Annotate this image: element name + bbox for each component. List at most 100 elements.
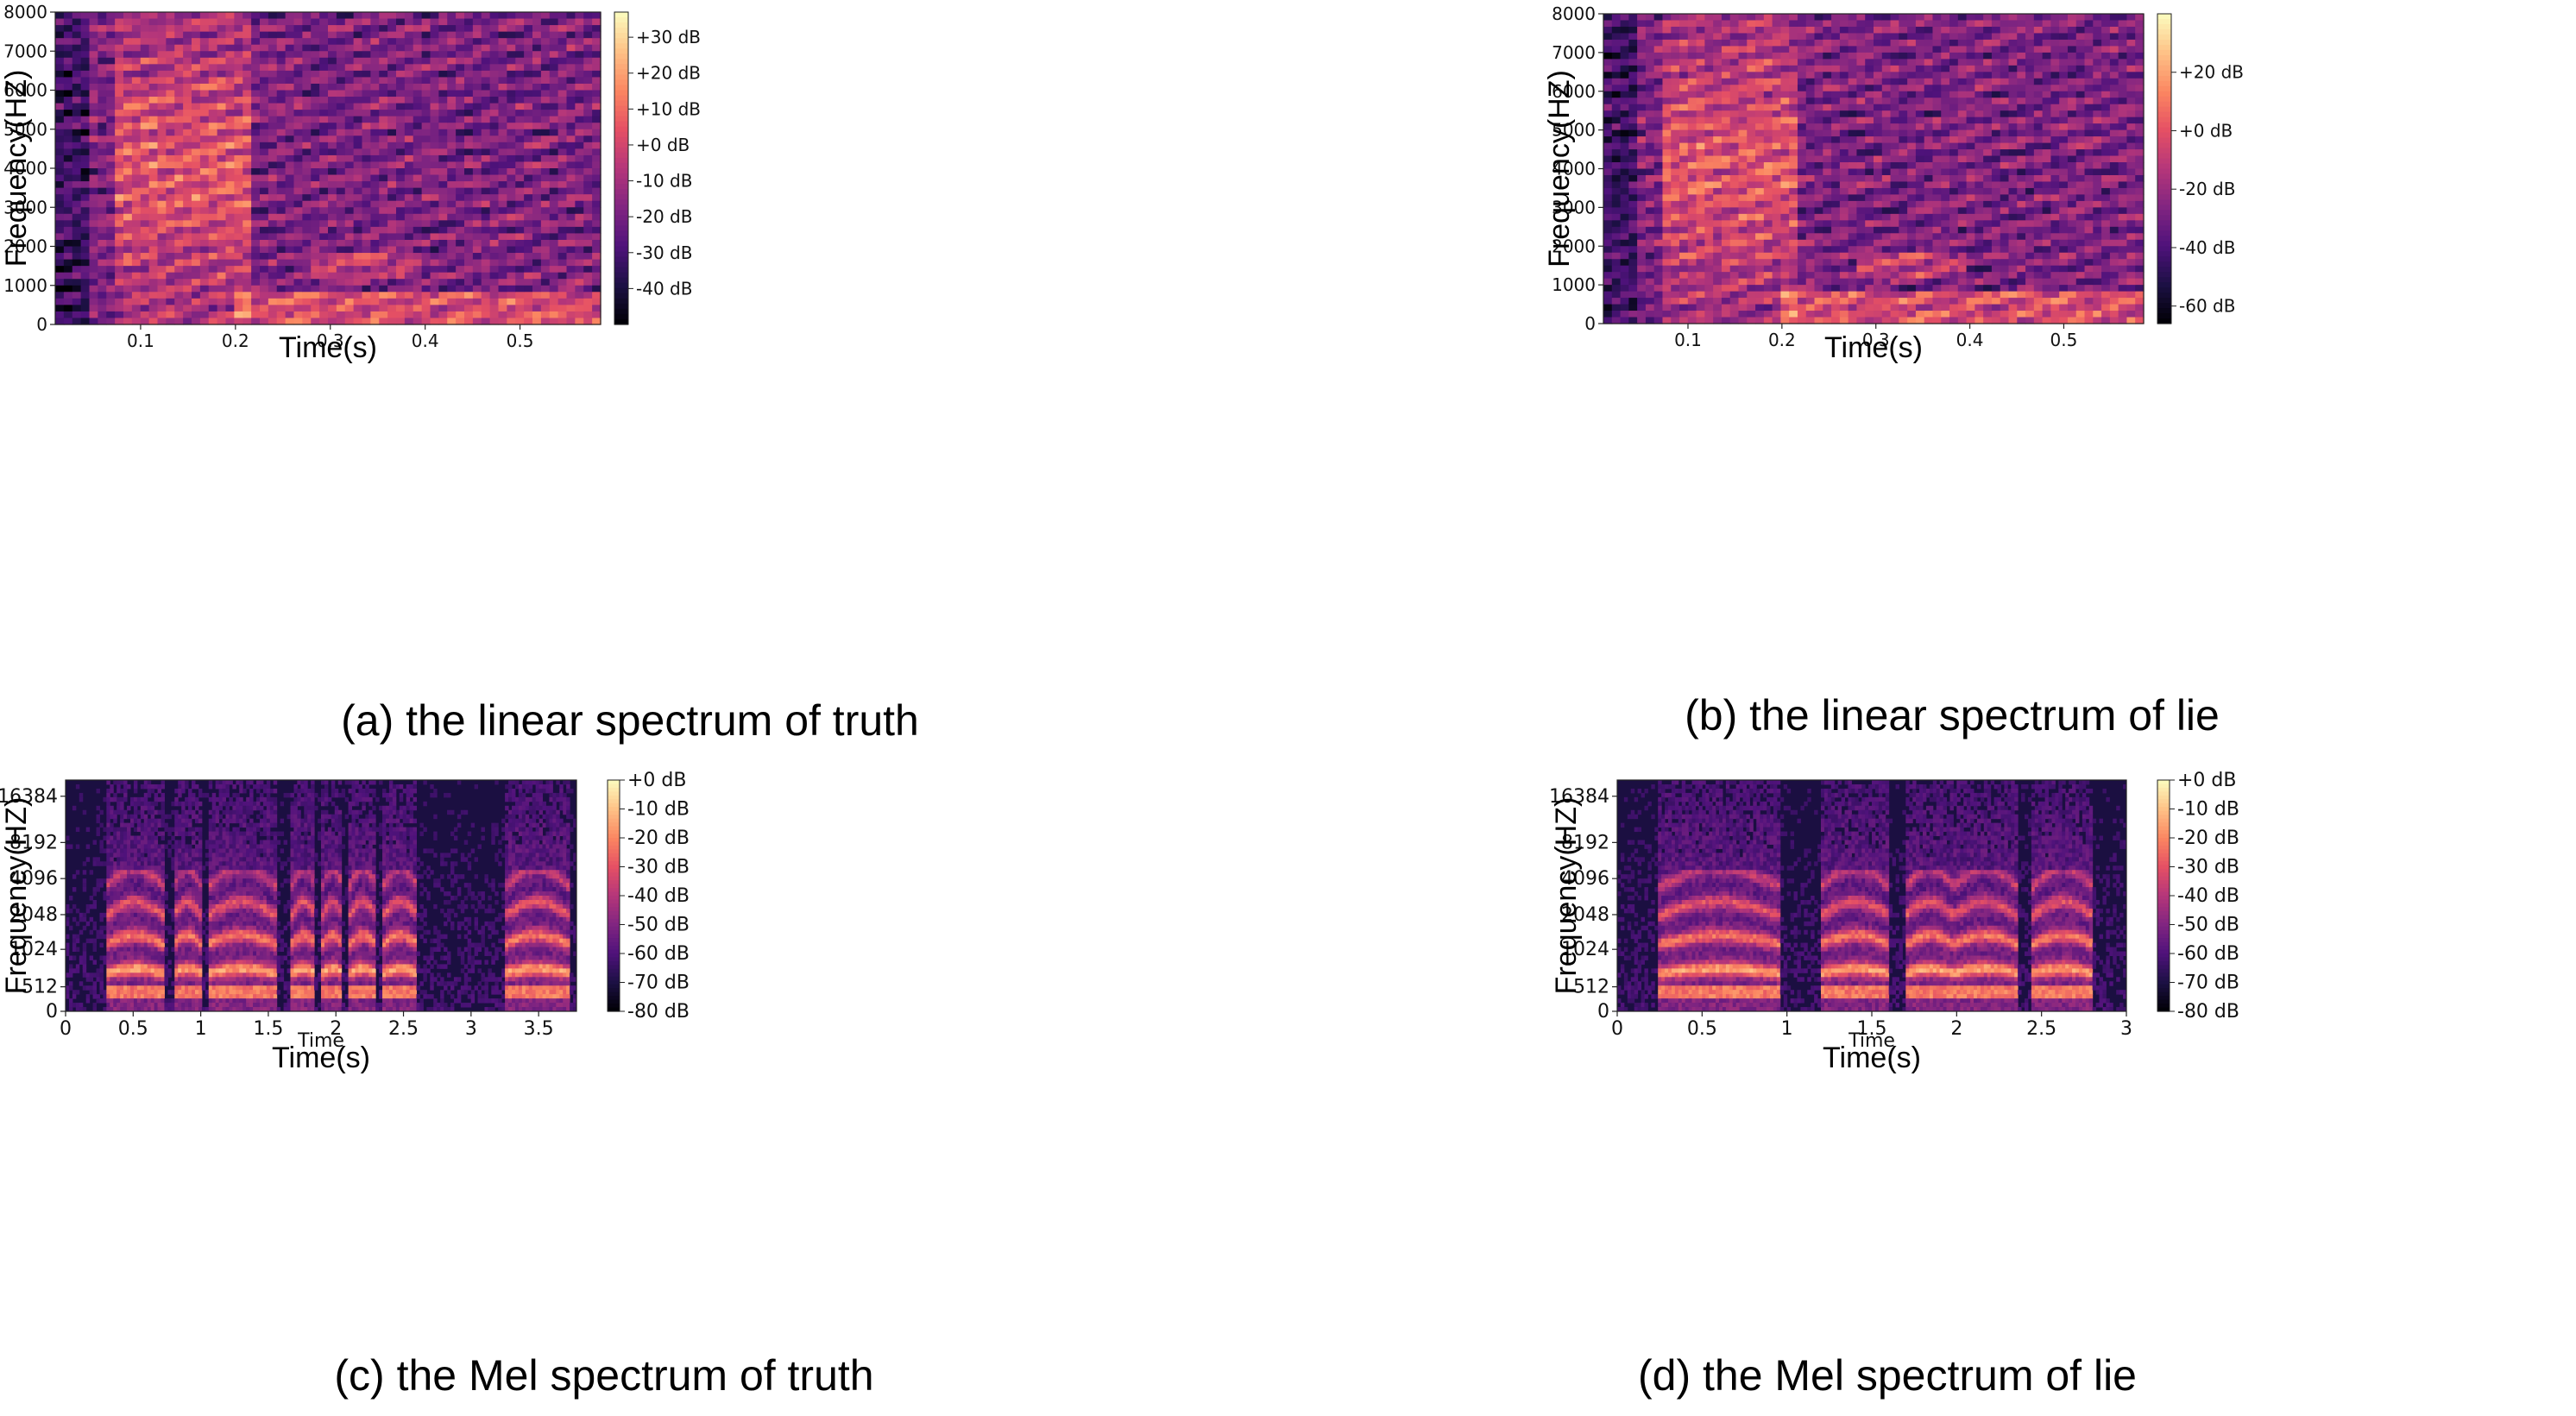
spectrogram-cell xyxy=(566,174,576,182)
spectrogram-cell xyxy=(575,116,584,123)
spectrogram-cell xyxy=(1789,110,1798,118)
spectrogram-cell xyxy=(344,135,355,143)
spectrogram-cell xyxy=(1662,317,1672,324)
spectrogram-cell xyxy=(379,194,388,202)
spectrogram-cell xyxy=(438,135,448,143)
spectrogram-cell xyxy=(524,110,533,117)
spectrogram-cell xyxy=(592,129,601,136)
spectrogram-cell xyxy=(1679,149,1689,157)
spectrogram-cell xyxy=(319,64,329,72)
spectrogram-cell xyxy=(55,174,65,182)
spectrogram-cell xyxy=(1620,291,1629,299)
spectrogram-cell xyxy=(183,233,192,241)
spectrogram-cell xyxy=(472,83,482,91)
spectrogram-cell xyxy=(498,51,507,59)
spectrogram-cell xyxy=(1747,298,1756,305)
spectrogram-cell xyxy=(592,103,601,110)
spectrogram-cell xyxy=(1839,187,1849,196)
spectrogram-cell xyxy=(1780,246,1790,254)
spectrogram-cell xyxy=(157,31,167,39)
spectrogram-cell xyxy=(507,318,516,325)
spectrogram-cell xyxy=(285,64,295,72)
spectrogram-cell xyxy=(174,207,184,215)
spectrogram-cell xyxy=(208,123,218,130)
spectrogram-cell xyxy=(1704,26,1714,35)
spectrogram-cell xyxy=(1729,187,1740,196)
spectrogram-cell xyxy=(98,207,107,215)
spectrogram-cell xyxy=(1721,226,1731,234)
spectrogram-cell xyxy=(311,116,320,123)
spectrogram-cell xyxy=(1789,72,1798,79)
spectrogram-cell xyxy=(498,77,507,85)
spectrogram-cell xyxy=(1747,39,1756,47)
spectrogram-cell xyxy=(1874,46,1883,53)
spectrogram-cell xyxy=(311,259,320,267)
spectrogram-cell xyxy=(1772,181,1782,189)
spectrogram-cell xyxy=(89,142,98,149)
spectrogram-cell xyxy=(1620,20,1629,28)
spectrogram-cell xyxy=(208,83,218,91)
spectrogram-cell xyxy=(1899,129,1908,137)
spectrogram-cell xyxy=(80,97,91,104)
spectrogram-cell xyxy=(549,298,559,305)
spectrogram-cell xyxy=(131,187,142,195)
spectrogram-cell xyxy=(1865,187,1874,196)
spectrogram-cell xyxy=(1772,317,1782,324)
spectrogram-cell xyxy=(319,266,329,274)
spectrogram-cell xyxy=(192,285,201,293)
spectrogram-cell xyxy=(1645,168,1655,176)
spectrogram-cell xyxy=(242,318,252,325)
spectrogram-cell xyxy=(225,135,235,143)
spectrogram-cell xyxy=(1721,168,1731,176)
spectrogram-cell xyxy=(1763,46,1773,53)
spectrogram-cell xyxy=(404,220,414,228)
spectrogram-cell xyxy=(1704,239,1714,247)
spectrogram-cell xyxy=(89,77,98,85)
spectrogram-cell xyxy=(1729,129,1740,137)
spectrogram-cell xyxy=(106,12,116,20)
spectrogram-cell xyxy=(1831,200,1841,208)
spectrogram-cell xyxy=(404,181,414,189)
spectrogram-cell xyxy=(336,154,346,163)
spectrogram-cell xyxy=(217,44,227,52)
spectrogram-cell xyxy=(464,246,474,254)
spectrogram-cell xyxy=(344,292,355,299)
spectrogram-cell xyxy=(174,97,184,104)
spectrogram-cell xyxy=(1671,142,1680,150)
spectrogram-cell xyxy=(421,239,431,248)
spectrogram-cell xyxy=(362,123,371,130)
spectrogram-cell xyxy=(396,174,406,182)
spectrogram-cell xyxy=(379,259,388,267)
spectrogram-cell xyxy=(1907,187,1917,196)
spectrogram-cell xyxy=(1881,226,1892,234)
spectrogram-cell xyxy=(1899,317,1908,324)
spectrogram-cell xyxy=(1780,207,1790,215)
spectrogram-cell xyxy=(208,194,218,202)
spectrogram-cell xyxy=(1805,129,1816,137)
spectrogram-cell xyxy=(438,57,448,65)
spectrogram-cell xyxy=(396,168,406,176)
spectrogram-cell xyxy=(379,285,388,293)
spectrogram-cell xyxy=(1755,85,1765,92)
spectrogram-cell xyxy=(106,83,116,91)
spectrogram-cell xyxy=(1620,98,1629,105)
spectrogram-cell xyxy=(1865,226,1874,234)
spectrogram-cell xyxy=(217,18,227,26)
spectrogram-cell xyxy=(1721,14,1731,22)
spectrogram-cell xyxy=(1780,98,1790,105)
spectrogram-cell xyxy=(55,123,65,130)
spectrogram-cell xyxy=(1907,226,1917,234)
spectrogram-cell xyxy=(592,77,601,85)
spectrogram-cell xyxy=(438,70,448,79)
spectrogram-cell xyxy=(430,103,439,110)
spectrogram-cell xyxy=(166,110,175,117)
spectrogram-cell xyxy=(344,298,355,305)
spectrogram-cell xyxy=(1874,98,1883,105)
spectrogram-cell xyxy=(1704,39,1714,47)
spectrogram-cell xyxy=(1823,142,1832,150)
spectrogram-cell xyxy=(404,142,414,149)
spectrogram-cell xyxy=(1890,259,1899,267)
spectrogram-cell xyxy=(1856,213,1866,221)
spectrogram-cell xyxy=(1755,162,1765,170)
